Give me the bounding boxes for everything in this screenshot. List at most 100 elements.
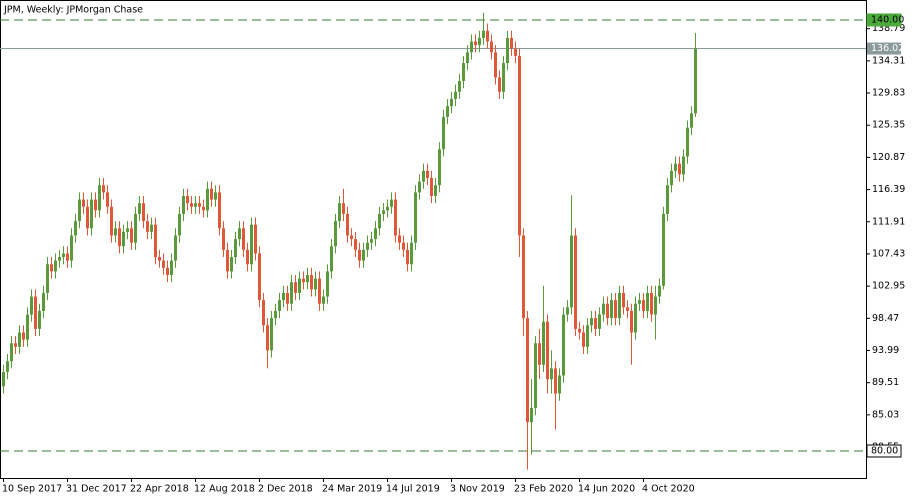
candle-body <box>214 192 217 200</box>
candle-body <box>326 271 329 297</box>
level-label-box <box>866 444 902 458</box>
candle-body <box>390 199 393 207</box>
candle-body <box>386 206 389 211</box>
candle-body <box>178 213 181 236</box>
candle-body <box>406 249 409 265</box>
level-label: 80.00 <box>871 445 898 456</box>
candle-body <box>550 368 553 380</box>
candle-body <box>462 63 465 82</box>
level-label-box <box>866 13 902 27</box>
candle-body <box>582 332 585 347</box>
candle-body <box>250 224 253 265</box>
candle-body <box>294 282 297 293</box>
x-tick-label: 14 Jul 2019 <box>386 484 440 495</box>
current-price-box <box>867 42 901 55</box>
candle-body <box>22 332 25 340</box>
x-tick-label: 22 Apr 2018 <box>130 484 189 495</box>
candle-body <box>306 274 309 283</box>
candle-body <box>254 224 257 254</box>
candle-body <box>38 310 41 329</box>
candle-body <box>654 296 657 315</box>
candle-body <box>50 264 53 272</box>
y-tick-label: 120.87 <box>872 152 905 163</box>
candle-body <box>658 285 661 297</box>
candle-body <box>438 149 441 186</box>
candle-body <box>626 307 629 311</box>
candle-body <box>442 116 445 150</box>
candle-body <box>322 296 325 304</box>
candle-body <box>554 368 557 394</box>
y-tick-label: 89.51 <box>872 377 899 388</box>
plot-frame <box>0 0 867 479</box>
candle-body <box>262 300 265 326</box>
candle-body <box>238 228 241 240</box>
candle-body <box>338 203 341 222</box>
candle-body <box>590 318 593 326</box>
candle-body <box>542 321 545 365</box>
candle-body <box>502 63 505 92</box>
candle-body <box>618 292 621 319</box>
candle-body <box>138 203 141 214</box>
candle-body <box>566 307 569 315</box>
candle-body <box>142 203 145 222</box>
candle-body <box>394 199 397 236</box>
candle-body <box>466 52 469 64</box>
candle-body <box>86 206 89 229</box>
level-label: 140.00 <box>871 14 904 25</box>
candle-body <box>134 213 137 243</box>
candle-body <box>266 325 269 351</box>
candle-body <box>666 185 669 214</box>
x-tick-label: 24 Mar 2019 <box>322 484 382 495</box>
candle-body <box>310 274 313 290</box>
y-tick-label: 85.03 <box>872 409 899 420</box>
candle-body <box>498 77 501 92</box>
candle-body <box>686 127 689 157</box>
candle-body <box>634 303 637 333</box>
candle-body <box>46 264 49 293</box>
candle-body <box>42 292 45 311</box>
candle-body <box>470 41 473 53</box>
candle-body <box>434 185 437 196</box>
candle-body <box>450 98 453 107</box>
candle-body <box>230 257 233 272</box>
candle-body <box>518 55 521 236</box>
candle-body <box>290 282 293 304</box>
candle-body <box>174 235 177 261</box>
candle-body <box>298 278 301 293</box>
candle-body <box>638 300 641 304</box>
candle-body <box>122 231 125 247</box>
candle-body <box>314 278 317 290</box>
candle-body <box>694 48 697 114</box>
candle-body <box>126 228 129 232</box>
candle-body <box>630 310 633 333</box>
candle-body <box>226 249 229 272</box>
candle-body <box>82 199 85 207</box>
candle-body <box>594 318 597 329</box>
candle-body <box>642 300 645 311</box>
y-tick-label: 93.99 <box>872 345 899 356</box>
candle-body <box>522 235 525 319</box>
candle-body <box>318 278 321 304</box>
x-tick-label: 14 Jun 2020 <box>578 484 635 495</box>
candle-body <box>286 292 289 304</box>
candle-body <box>302 278 305 283</box>
y-tick-label: 125.35 <box>872 120 905 131</box>
candle-body <box>646 292 649 311</box>
candle-body <box>106 192 109 207</box>
candle-body <box>110 206 113 236</box>
candle-body <box>610 300 613 319</box>
chart-title: JPM, Weekly: JPMorgan Chase <box>3 5 143 16</box>
candle-body <box>558 375 561 394</box>
candle-body <box>534 343 537 408</box>
candle-body <box>114 228 117 236</box>
candle-body <box>10 343 13 362</box>
candle-body <box>354 239 357 250</box>
candle-body <box>346 213 349 236</box>
candle-body <box>194 203 197 207</box>
y-tick-label: 107.43 <box>872 248 905 259</box>
candle-body <box>54 260 57 272</box>
y-tick-label: 98.47 <box>872 313 899 324</box>
x-tick-label: 4 Oct 2020 <box>642 484 695 495</box>
candle-body <box>278 300 281 311</box>
candle-body <box>66 253 69 261</box>
